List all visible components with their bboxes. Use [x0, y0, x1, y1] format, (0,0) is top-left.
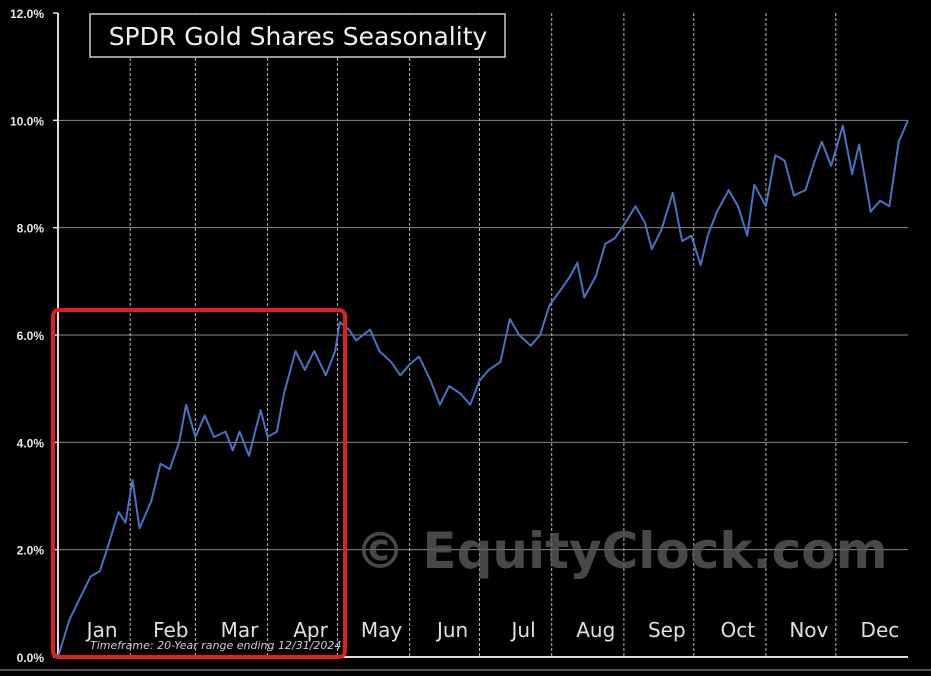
- month-label: Dec: [861, 618, 900, 642]
- y-tick-label: 6.0%: [17, 329, 45, 343]
- y-tick-label: 10.0%: [10, 114, 44, 128]
- month-label: Aug: [576, 618, 615, 642]
- title-box: [89, 13, 506, 58]
- month-label: Jul: [510, 618, 536, 642]
- month-label: Jan: [85, 618, 118, 642]
- y-tick-label: 12.0%: [10, 7, 44, 21]
- month-label: Mar: [221, 618, 260, 642]
- month-label: May: [361, 618, 403, 642]
- chart-title: SPDR Gold Shares Seasonality: [109, 22, 488, 51]
- y-tick-label: 8.0%: [17, 222, 45, 236]
- month-label: Sep: [648, 618, 686, 642]
- month-label: Nov: [789, 618, 828, 642]
- series-line: [57, 119, 909, 658]
- month-label: Feb: [153, 618, 188, 642]
- y-tick-label: 4.0%: [17, 436, 45, 450]
- y-axis-ticks: 0.0% 2.0% 4.0% 6.0% 8.0% 10.0% 12.0%: [10, 7, 58, 665]
- month-label: Apr: [293, 618, 328, 642]
- month-label: Jun: [435, 618, 468, 642]
- x-axis-month-labels: Jan Feb Mar Apr May Jun Jul Aug Sep Oct Nov Dec: [85, 618, 900, 642]
- highlight-box: [51, 308, 347, 659]
- month-label: Oct: [721, 618, 756, 642]
- watermark: © EquityClock.com: [355, 522, 888, 580]
- y-tick-label: 0.0%: [17, 651, 45, 665]
- y-tick-label: 2.0%: [17, 544, 45, 558]
- timeframe-note: Timeframe: 20-Year range ending 12/31/20…: [90, 639, 341, 652]
- grid-lines: [58, 13, 908, 657]
